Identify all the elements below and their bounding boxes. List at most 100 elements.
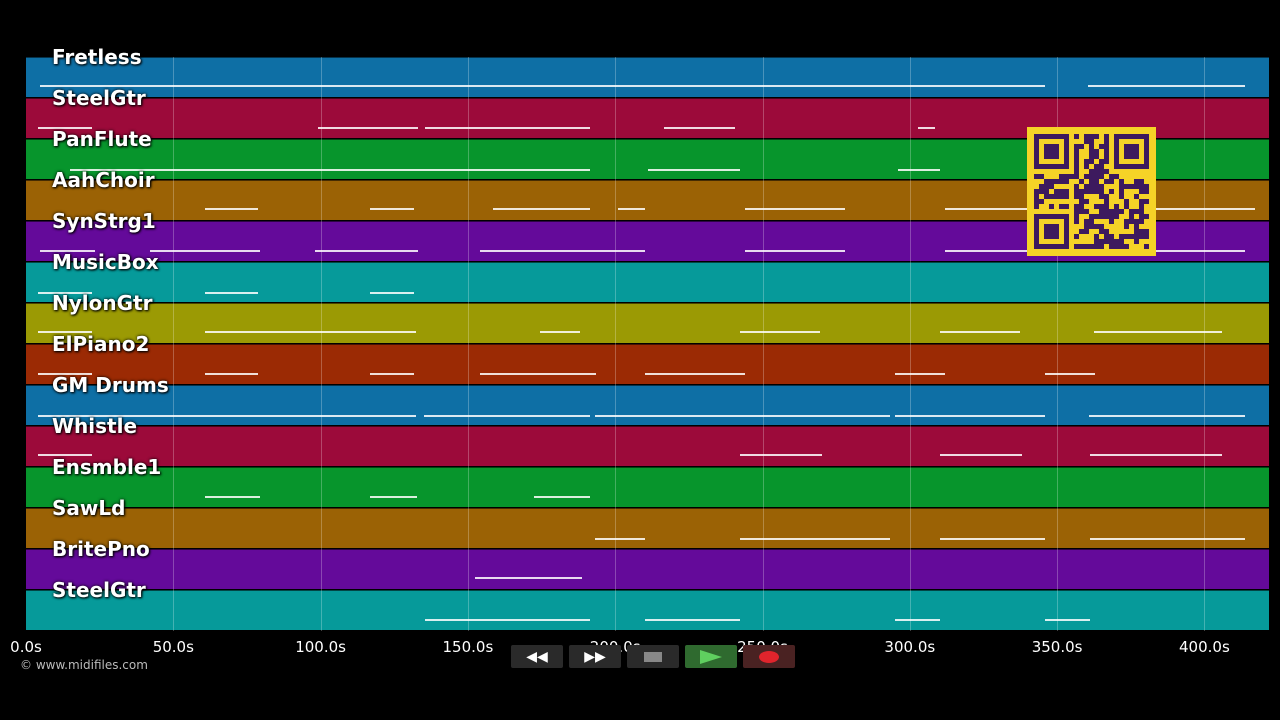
- grid-line: [762, 57, 764, 631]
- track-label: SteelGtr: [52, 86, 146, 110]
- note-mark: [664, 127, 735, 129]
- track-row: [26, 549, 1269, 589]
- track-label: BritePno: [52, 537, 150, 561]
- stop-icon: [644, 651, 662, 662]
- note-mark: [1090, 538, 1245, 540]
- note-mark: [205, 331, 416, 333]
- copyright-text: © www.midifiles.com: [20, 658, 148, 672]
- note-mark: [648, 169, 740, 171]
- track-row: [26, 467, 1269, 507]
- rewind-icon: ◀◀: [526, 648, 548, 665]
- note-mark: [370, 373, 414, 375]
- note-mark: [205, 496, 260, 498]
- track-row: [26, 303, 1269, 343]
- track-label: GM Drums: [52, 373, 169, 397]
- note-mark: [475, 577, 582, 579]
- track-row: [26, 262, 1269, 302]
- note-mark: [370, 208, 414, 210]
- record-button[interactable]: [743, 645, 795, 668]
- track-row: [26, 385, 1269, 425]
- note-mark: [1094, 331, 1222, 333]
- track-row: [26, 57, 1269, 97]
- time-tick-label: 300.0s: [884, 638, 936, 656]
- note-mark: [740, 454, 822, 456]
- note-mark: [940, 331, 1020, 333]
- note-mark: [895, 373, 945, 375]
- track-label: SawLd: [52, 496, 126, 520]
- note-mark: [940, 538, 1045, 540]
- note-mark: [1090, 454, 1222, 456]
- note-mark: [595, 538, 645, 540]
- grid-line: [1204, 57, 1206, 631]
- note-mark: [425, 127, 590, 129]
- note-mark: [318, 127, 418, 129]
- note-mark: [424, 415, 590, 417]
- note-mark: [40, 250, 95, 252]
- note-mark: [38, 331, 92, 333]
- grid-line: [909, 57, 911, 631]
- grid-line: [467, 57, 469, 631]
- track-label: Ensmble1: [52, 455, 162, 479]
- track-label: SynStrg1: [52, 209, 156, 233]
- note-mark: [38, 292, 92, 294]
- note-mark: [1089, 415, 1245, 417]
- note-mark: [745, 250, 845, 252]
- track-label: AahChoir: [52, 168, 155, 192]
- track-label: PanFlute: [52, 127, 152, 151]
- time-tick-label: 50.0s: [152, 638, 194, 656]
- note-mark: [898, 169, 940, 171]
- note-mark: [534, 496, 590, 498]
- note-mark: [425, 619, 590, 621]
- grid-line: [320, 57, 322, 631]
- rewind-button[interactable]: ◀◀: [511, 645, 563, 668]
- play-button[interactable]: [685, 645, 737, 668]
- note-mark: [370, 292, 414, 294]
- note-mark: [595, 415, 890, 417]
- grid-line: [173, 57, 175, 631]
- note-mark: [740, 538, 890, 540]
- track-row: [26, 508, 1269, 548]
- note-mark: [70, 169, 590, 171]
- time-tick-label: 0.0s: [10, 638, 42, 656]
- track-label: MusicBox: [52, 250, 159, 274]
- note-mark: [38, 373, 92, 375]
- note-mark: [38, 454, 92, 456]
- track-row: [26, 344, 1269, 384]
- note-mark: [38, 127, 92, 129]
- note-mark: [745, 208, 845, 210]
- note-mark: [895, 415, 1045, 417]
- track-label: Fretless: [52, 45, 142, 69]
- grid-line: [615, 57, 617, 631]
- track-row: [26, 426, 1269, 466]
- play-icon: [700, 649, 722, 664]
- note-mark: [205, 373, 258, 375]
- note-mark: [1045, 619, 1090, 621]
- note-mark: [315, 250, 418, 252]
- track-label: SteelGtr: [52, 578, 146, 602]
- fast-forward-icon: ▶▶: [584, 648, 606, 665]
- track-label: ElPiano2: [52, 332, 150, 356]
- note-mark: [370, 496, 417, 498]
- note-mark: [480, 373, 596, 375]
- time-tick-label: 400.0s: [1179, 638, 1230, 656]
- grid-line: [1057, 57, 1059, 631]
- note-mark: [38, 415, 416, 417]
- note-mark: [645, 373, 745, 375]
- qr-code: [1027, 127, 1156, 256]
- time-tick-label: 350.0s: [1031, 638, 1083, 656]
- note-mark: [740, 331, 820, 333]
- note-mark: [205, 292, 258, 294]
- note-mark: [618, 208, 645, 210]
- stop-button[interactable]: [627, 645, 679, 668]
- record-icon: [759, 650, 779, 663]
- note-mark: [645, 619, 740, 621]
- track-row: [26, 590, 1269, 630]
- note-mark: [480, 250, 645, 252]
- fast-forward-button[interactable]: ▶▶: [569, 645, 621, 668]
- note-mark: [1045, 373, 1095, 375]
- track-label: NylonGtr: [52, 291, 153, 315]
- note-mark: [940, 454, 1022, 456]
- note-mark: [1088, 85, 1245, 87]
- track-label: Whistle: [52, 414, 138, 438]
